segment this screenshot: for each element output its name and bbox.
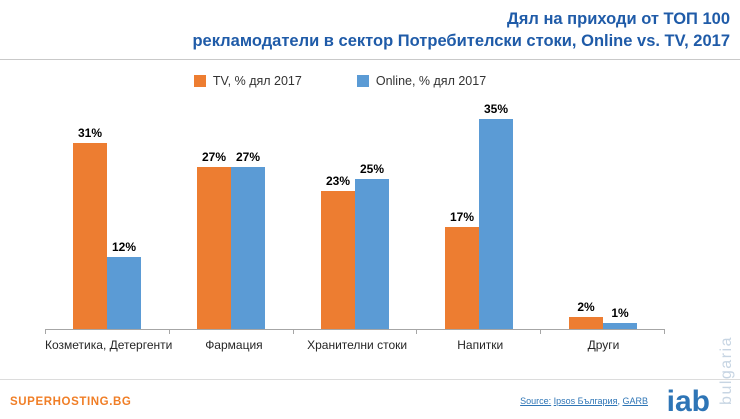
superhosting-logo: SUPERHOSTING.BG [10,396,132,408]
x-axis-labels: Козметика, Детергенти Фармация Хранителни … [45,338,665,352]
bar-tv [321,190,355,329]
bar-group: 23% 25% [293,162,417,329]
bar-group: 27% 27% [169,150,293,329]
bar-wrapper: 1% [603,306,637,329]
bar-value-label: 31% [77,125,103,140]
bar-group: 17% 35% [417,102,541,329]
bar-wrapper: 23% [321,174,355,329]
bar-value-label: 27% [235,149,261,164]
bar-value-label: 12% [111,239,137,254]
bar-tv [197,166,231,329]
bar-wrapper: 27% [231,150,265,329]
category-label: Фармация [205,337,263,352]
category-label: Козметика, Детергенти [45,337,173,352]
axis-tick-cell [294,329,418,334]
bar-tv [445,226,479,329]
bar-value-label: 23% [325,173,351,188]
category-label: Други [587,337,620,352]
source-link-ipsos[interactable]: Ipsos България [553,396,618,406]
bar-wrapper: 25% [355,162,389,329]
chart-title: Дял на приходи от ТОП 100 рекламодатели … [0,0,740,57]
legend-swatch [356,74,369,87]
bar-wrapper: 2% [569,300,603,329]
bar-wrapper: 27% [197,150,231,329]
category-label: Хранителни стоки [307,337,408,352]
title-line-1: Дял на приходи от ТОП 100 [507,10,730,28]
iab-bulgaria-watermark: bulgaria [718,336,735,405]
footer: SUPERHOSTING.BG Source: Ipsos България, … [0,379,740,419]
bar-value-label: 17% [449,209,475,224]
plot-area: 31% 12% 27% 27% 23% 25% 17% 35% 2% 1% [45,97,665,329]
bar-value-label: 2% [577,299,595,314]
header-divider [0,58,740,60]
axis-tick-cell [417,329,542,334]
legend-item: TV, % дял 2017 [193,73,302,88]
category-label: Напитки [457,337,504,352]
bar-online [603,322,637,329]
x-axis [45,328,665,334]
bar-online [107,256,141,329]
bar-value-label: 27% [201,149,227,164]
bar-tv [569,316,603,329]
legend-label: Online, % дял 2017 [375,73,487,88]
legend-item: Online, % дял 2017 [356,73,487,88]
iab-logo: iab [666,385,710,418]
legend-swatch [193,74,206,87]
bar-online [479,118,513,329]
bar-chart: 31% 12% 27% 27% 23% 25% 17% 35% 2% 1% Козметика, … [45,97,665,352]
axis-tick-cell [541,329,665,334]
bar-value-label: 25% [359,161,385,176]
source-note: Source: Ipsos България, GARB [520,396,648,406]
axis-tick-cell [45,329,170,334]
bar-value-label: 35% [483,101,509,116]
source-link-garb[interactable]: GARB [622,396,648,406]
legend: TV, % дял 2017 Online, % дял 2017 [0,73,680,89]
bar-group: 2% 1% [541,300,665,329]
bar-wrapper: 17% [445,210,479,329]
legend-label: TV, % дял 2017 [212,73,302,88]
bar-wrapper: 31% [73,126,107,329]
axis-tick-cell [170,329,294,334]
bar-online [355,178,389,329]
bar-group: 31% 12% [45,126,169,329]
source-label: Source: [520,396,552,406]
bar-tv [73,142,107,329]
source-separator: , [617,396,623,406]
bar-value-label: 1% [611,305,629,320]
bar-wrapper: 35% [479,102,513,329]
bar-wrapper: 12% [107,240,141,329]
bar-online [231,166,265,329]
title-line-2: рекламодатели в сектор Потребителски сто… [192,31,730,50]
